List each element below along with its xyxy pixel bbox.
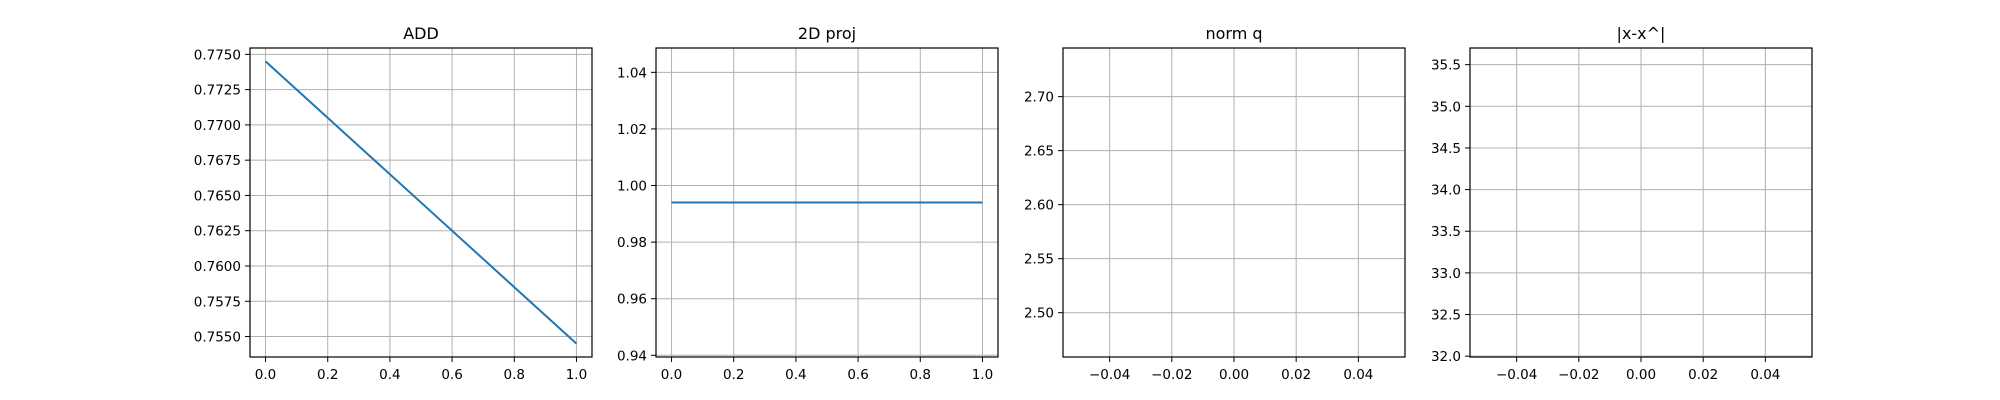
y-tick-label: 2.55 — [1024, 252, 1054, 268]
y-tick-label: 0.94 — [617, 348, 647, 364]
axes-frame — [249, 47, 593, 358]
y-tick-label: 2.70 — [1024, 90, 1054, 106]
chart-title: 2D proj — [798, 24, 856, 43]
y-tick-label: 35.5 — [1431, 58, 1461, 74]
y-tick-label: 2.50 — [1024, 306, 1054, 322]
x-tick-label: 0.00 — [1626, 367, 1656, 383]
x-tick-label: 0.04 — [1750, 367, 1780, 383]
y-tick-label: 0.7700 — [194, 118, 241, 134]
y-tick-label: 0.7725 — [194, 83, 241, 99]
x-tick-label: 0.6 — [847, 367, 868, 383]
y-tick-label: 2.65 — [1024, 144, 1054, 160]
y-tick-label: 1.00 — [617, 179, 647, 195]
x-tick-label: 1.0 — [566, 367, 587, 383]
x-tick-label: 0.8 — [504, 367, 525, 383]
y-tick-label: 1.04 — [617, 65, 647, 81]
chart-title: |x-x^| — [1617, 24, 1666, 43]
x-tick-label: −0.04 — [1496, 367, 1537, 383]
x-tick-label: 0.04 — [1343, 367, 1373, 383]
y-tick-label: 34.5 — [1431, 141, 1461, 157]
chart-panel-3: −0.04 −0.02 0.00 0.02 0.04 2.50 2.55 2.60 2.65 2.… — [1024, 24, 1406, 383]
y-tick-label: 2.60 — [1024, 198, 1054, 214]
x-tick-label: 0.4 — [785, 367, 806, 383]
chart-panel-4: −0.04 −0.02 0.00 0.02 0.04 32.0 32.5 33.0 33.5 34… — [1431, 24, 1813, 383]
x-tick-label: −0.04 — [1089, 367, 1130, 383]
x-tick-label: 0.02 — [1688, 367, 1718, 383]
x-tick-label: −0.02 — [1558, 367, 1599, 383]
x-tick-label: 0.4 — [379, 367, 400, 383]
y-tick-label: 35.0 — [1431, 99, 1461, 115]
x-tick-label: 0.0 — [255, 367, 276, 383]
x-tick-label: 0.00 — [1219, 367, 1249, 383]
y-tick-label: 0.7550 — [194, 330, 241, 346]
y-tick-label: 1.02 — [617, 122, 647, 138]
x-tick-label: −0.02 — [1151, 367, 1192, 383]
x-tick-label: 0.02 — [1281, 367, 1311, 383]
x-tick-label: 0.2 — [317, 367, 338, 383]
y-tick-label: 0.7750 — [194, 47, 241, 63]
y-tick-label: 0.96 — [617, 292, 647, 308]
x-tick-label: 0.2 — [723, 367, 744, 383]
x-tick-label: 0.0 — [661, 367, 682, 383]
y-tick-label: 0.7650 — [194, 188, 241, 204]
axes-frame — [655, 47, 999, 358]
chart-title: ADD — [403, 24, 439, 43]
chart-panel-2: 0.0 0.2 0.4 0.6 0.8 1.0 0.94 0.96 0.98 1.00 1.02 1.… — [617, 24, 999, 383]
y-tick-label: 0.7600 — [194, 259, 241, 275]
y-tick-label: 33.0 — [1431, 266, 1461, 282]
y-tick-label: 0.7575 — [194, 294, 241, 310]
y-tick-label: 33.5 — [1431, 224, 1461, 240]
chart-panel-1: 0.0 0.2 0.4 0.6 0.8 1.0 0.7550 0.7575 0.7600 0.76… — [194, 24, 593, 383]
y-tick-label: 32.5 — [1431, 308, 1461, 324]
x-tick-label: 0.6 — [441, 367, 462, 383]
y-tick-label: 0.98 — [617, 235, 647, 251]
y-tick-label: 32.0 — [1431, 349, 1461, 365]
y-tick-label: 0.7675 — [194, 153, 241, 169]
series-line — [264, 60, 578, 345]
y-tick-label: 0.7625 — [194, 224, 241, 240]
x-tick-label: 1.0 — [972, 367, 993, 383]
y-tick-label: 34.0 — [1431, 183, 1461, 199]
chart-title: norm q — [1205, 24, 1262, 43]
x-tick-label: 0.8 — [910, 367, 931, 383]
